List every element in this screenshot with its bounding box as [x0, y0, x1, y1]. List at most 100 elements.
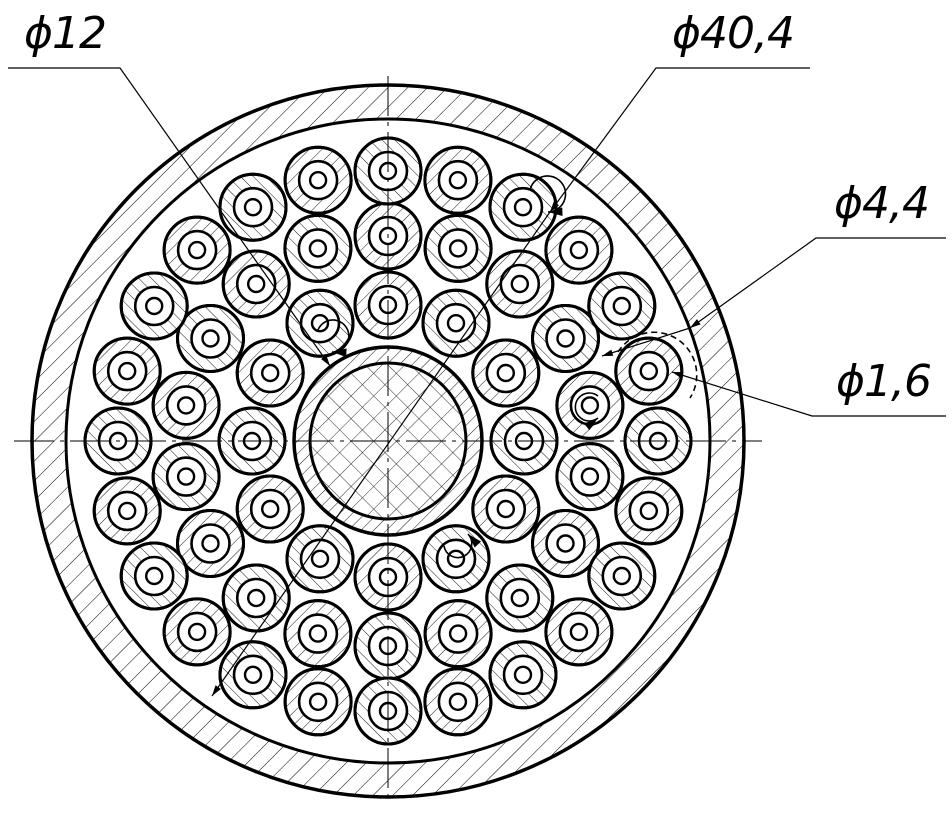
- middle-ring-wire: [283, 213, 353, 283]
- wire-bore: [308, 170, 328, 190]
- outer-ring-wire: [119, 271, 189, 341]
- middle-ring-wire: [485, 563, 555, 633]
- leader-outer-diameter-ext: [211, 211, 551, 697]
- outer-ring-wire: [488, 172, 558, 242]
- middle-ring-wire: [423, 599, 493, 669]
- wire-bore: [580, 467, 600, 486]
- wire-bore: [117, 361, 137, 381]
- wire-bore: [243, 665, 263, 684]
- wire-bore: [580, 396, 600, 415]
- leader-wire-bore: [671, 371, 946, 417]
- wire-bore: [569, 622, 589, 642]
- wire-bore: [243, 197, 263, 217]
- wire-bore: [513, 665, 533, 684]
- inner-ring-wire: [421, 524, 491, 594]
- wire-bore: [446, 549, 466, 568]
- wire-bore: [639, 361, 658, 381]
- wire-bore: [308, 692, 328, 711]
- middle-ring-wire: [151, 442, 221, 512]
- bore-arc-2: [574, 392, 599, 431]
- middle-ring-wire: [423, 213, 493, 283]
- wire-bore: [310, 549, 330, 568]
- outer-ring-wire: [162, 215, 232, 285]
- inner-ring-wire: [285, 288, 355, 358]
- middle-ring-wire: [151, 370, 221, 440]
- wire-bore: [448, 624, 468, 643]
- middle-ring-wire: [555, 442, 625, 512]
- wire-bore: [261, 499, 280, 519]
- wire-bore: [247, 274, 266, 294]
- wire-bore: [513, 197, 533, 217]
- wire-bore: [448, 692, 468, 711]
- outer-ring-wire: [92, 336, 162, 406]
- outer-ring-wire: [614, 336, 684, 406]
- leader-outer-diameter: [549, 67, 810, 213]
- wire-bore: [496, 363, 515, 383]
- wire-bore: [446, 314, 466, 333]
- outer-ring-wire: [423, 145, 493, 215]
- bore-arc-3: [443, 533, 481, 559]
- leader-core-diameter: [8, 67, 331, 367]
- wire-bore-label: ϕ1,6: [836, 356, 931, 407]
- inner-ring-wire: [471, 474, 541, 544]
- bore-arc-4: [529, 175, 567, 216]
- middle-ring-wire: [531, 509, 600, 578]
- middle-ring-wire: [176, 509, 245, 578]
- wire-diameter-label: ϕ4,4: [834, 178, 929, 229]
- wire-bore: [510, 274, 529, 294]
- outer-ring-wire: [488, 640, 558, 710]
- wire-bore: [201, 534, 220, 553]
- middle-ring-wire: [531, 304, 600, 373]
- wire-bore: [639, 501, 658, 521]
- wire-bore: [187, 622, 207, 642]
- outer-ring-wire: [283, 667, 353, 737]
- leader-wire-diameter: [689, 237, 946, 329]
- bore-callouts: [317, 175, 698, 559]
- middle-ring-wire: [221, 249, 291, 319]
- outer-ring-wire: [218, 172, 288, 242]
- outer-ring-wire: [92, 476, 162, 546]
- inner-ring-wire: [471, 338, 541, 408]
- core-diameter-label: ϕ12: [24, 8, 106, 59]
- wire-bore: [176, 467, 196, 486]
- leaders: [8, 67, 946, 697]
- middle-ring-wire: [555, 370, 625, 440]
- wire-bore: [261, 363, 280, 383]
- middle-ring-wire: [176, 304, 245, 373]
- inner-ring-wire: [235, 474, 305, 544]
- wire-bore: [201, 329, 220, 348]
- wire-bore: [612, 296, 631, 316]
- outer-ring-wire: [587, 541, 657, 611]
- wire-bore: [496, 499, 515, 519]
- inner-ring-wire: [235, 338, 305, 408]
- outer-ring-wire: [423, 667, 493, 737]
- bore-arc-5: [617, 331, 698, 399]
- outer-ring-wire: [544, 215, 614, 285]
- outer-ring-wire: [587, 271, 657, 341]
- wire-bore: [308, 624, 328, 643]
- center-lines: [14, 76, 762, 800]
- wire-bore: [247, 588, 266, 608]
- inner-ring-wire: [421, 288, 491, 358]
- wire-bore: [612, 566, 631, 586]
- wire-bore: [448, 239, 468, 258]
- wire-bore: [176, 396, 196, 415]
- middle-ring-wire: [283, 599, 353, 669]
- wire-bore: [556, 329, 575, 348]
- outer-ring-wire: [544, 597, 614, 667]
- wire-bore: [310, 314, 330, 333]
- outer-diameter-label: ϕ40,4: [672, 8, 794, 59]
- wire-bore: [448, 170, 468, 190]
- wire-bore: [144, 296, 164, 316]
- outer-ring-wire: [119, 541, 189, 611]
- wire-bore: [510, 588, 529, 608]
- wire-bore: [308, 239, 328, 258]
- inner-ring-wire: [285, 524, 355, 594]
- wire-bore: [187, 240, 207, 260]
- wire-bore: [569, 240, 589, 260]
- wire-bore: [556, 534, 575, 553]
- outer-ring-wire: [162, 597, 232, 667]
- outer-ring-wire: [218, 640, 288, 710]
- wire-bore: [144, 566, 164, 586]
